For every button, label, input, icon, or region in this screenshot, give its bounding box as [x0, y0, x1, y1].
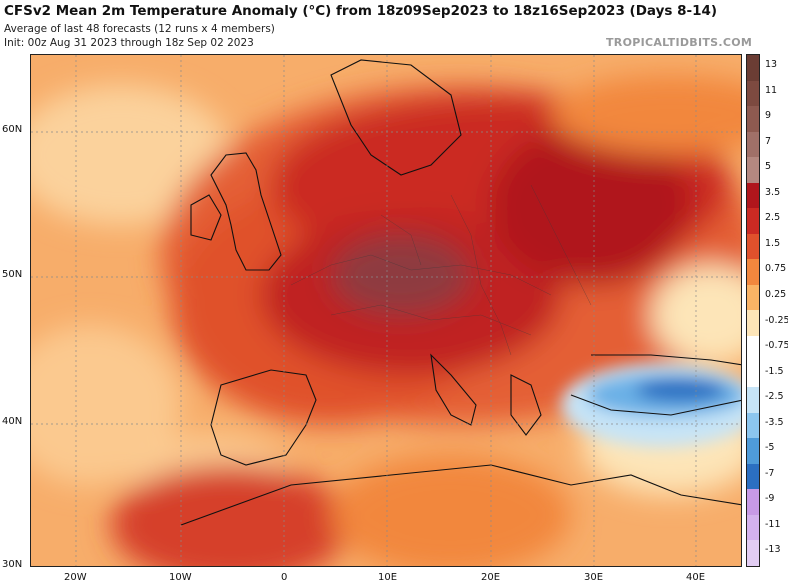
lon-label-40e: 40E [686, 572, 706, 583]
lat-label-60n: 60N [2, 124, 23, 135]
colorbar-label: 7 [765, 135, 772, 147]
colorbar-swatch [747, 208, 759, 234]
colorbar-swatch [747, 182, 759, 209]
header: CFSv2 Mean 2m Temperature Anomaly (°C) f… [0, 0, 788, 54]
colorbar-swatch [747, 361, 759, 388]
lon-label-10w: 10W [169, 572, 192, 583]
colorbar-label: 13 [765, 59, 778, 70]
borders [290, 184, 592, 356]
colorbar-label: -9 [765, 493, 775, 505]
colorbar-swatch [747, 540, 759, 566]
colorbar-swatch [747, 310, 759, 337]
anomaly-field [31, 75, 741, 566]
colorbar-swatch [747, 463, 759, 490]
cold-anomaly [561, 363, 741, 447]
colorbar-label: 0.25 [765, 288, 787, 300]
colorbar-label: -7 [765, 467, 775, 479]
lat-label-50n: 50N [2, 269, 23, 280]
colorbar-swatch [747, 336, 759, 362]
colorbar-swatch [747, 233, 759, 260]
lat-label-30n: 30N [2, 559, 23, 570]
colorbar-swatch [747, 284, 759, 311]
colorbar-swatch [747, 489, 759, 515]
map-canvas [31, 55, 741, 566]
colorbar-label: 0.75 [765, 263, 787, 275]
colorbar-swatch [747, 514, 759, 541]
colorbar-label: 5 [765, 161, 772, 173]
map-title: CFSv2 Mean 2m Temperature Anomaly (°C) f… [4, 3, 718, 19]
colorbar [746, 54, 760, 567]
lon-label-10e: 10E [378, 572, 398, 583]
colorbar-label: -3.5 [765, 416, 784, 428]
colorbar-label: -11 [765, 518, 781, 530]
colorbar-label: -5 [765, 442, 775, 454]
colorbar-label: -0.25 [765, 314, 788, 326]
colorbar-swatch [747, 55, 759, 81]
anomaly-map [30, 54, 742, 567]
graticule [31, 55, 741, 566]
lon-label-20w: 20W [64, 572, 87, 583]
colorbar-label: -1.5 [765, 365, 784, 377]
colorbar-swatch [747, 80, 759, 107]
brand-watermark: TROPICALTIDBITS.COM [606, 36, 753, 49]
colorbar-swatch [747, 131, 759, 158]
coastlines [180, 59, 741, 526]
colorbar-label: 2.5 [765, 212, 781, 224]
lat-label-40n: 40N [2, 416, 23, 427]
lon-label-0: 0 [281, 572, 288, 583]
colorbar-label: 11 [765, 84, 778, 96]
colorbar-label: -13 [765, 544, 781, 556]
colorbar-swatch [747, 106, 759, 132]
lon-label-30e: 30E [584, 572, 604, 583]
colorbar-label: -2.5 [765, 391, 784, 403]
colorbar-label: 3.5 [765, 186, 781, 198]
map-subtitle: Average of last 48 forecasts (12 runs x … [4, 23, 275, 35]
lon-label-20e: 20E [481, 572, 501, 583]
colorbar-swatch [747, 438, 759, 464]
colorbar-label: -0.75 [765, 340, 788, 352]
colorbar-label: 1.5 [765, 237, 781, 249]
colorbar-swatch [747, 412, 759, 439]
colorbar-swatch [747, 157, 759, 183]
colorbar-swatch [747, 387, 759, 413]
colorbar-label: 9 [765, 110, 772, 122]
init-line: Init: 00z Aug 31 2023 through 18z Sep 02… [4, 37, 254, 49]
colorbar-swatch [747, 259, 759, 285]
